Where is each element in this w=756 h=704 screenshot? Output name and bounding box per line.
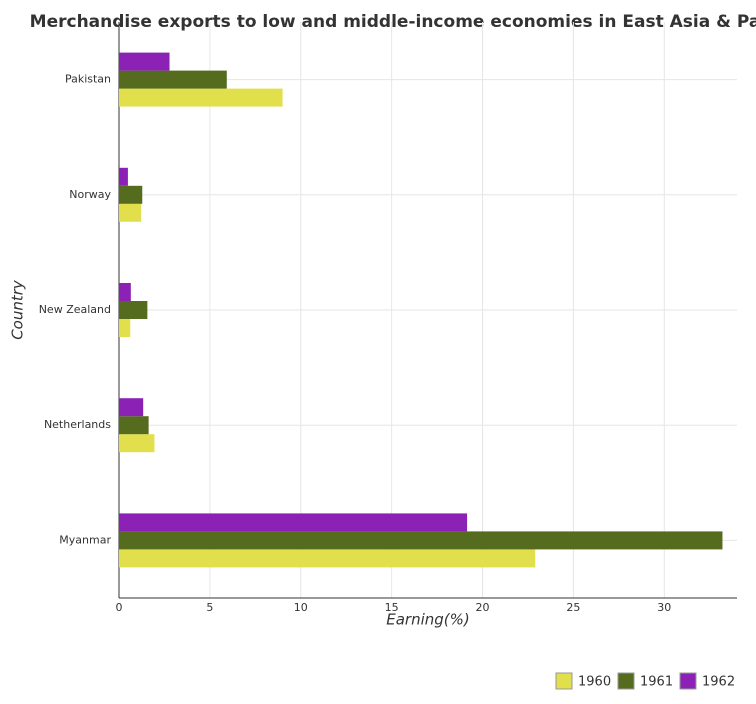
legend-label: 1962 — [702, 675, 735, 690]
x-tick-label: 30 — [657, 601, 671, 614]
y-tick-label: Netherlands — [44, 418, 111, 431]
bar — [119, 301, 148, 319]
x-tick-label: 20 — [476, 601, 490, 614]
y-tick-label: Pakistan — [65, 73, 111, 86]
bar — [119, 531, 723, 550]
y-tick-label: Norway — [69, 188, 111, 201]
bar — [119, 513, 468, 532]
y-axis-label: Country — [9, 279, 27, 340]
bar — [119, 167, 128, 186]
y-tick-label: Myanmar — [59, 533, 111, 546]
legend-swatch — [617, 672, 635, 690]
x-tick-label: 25 — [566, 601, 580, 614]
bar — [119, 185, 143, 204]
chart-title: Merchandise exports to low and middle-in… — [30, 12, 756, 32]
x-axis-label: Earning(%) — [386, 611, 470, 629]
x-tick-label: 15 — [385, 601, 399, 614]
x-tick-label: 10 — [294, 601, 308, 614]
bar — [119, 398, 144, 417]
bar — [119, 283, 131, 301]
bar — [119, 203, 142, 222]
x-tick-label: 5 — [206, 601, 213, 614]
legend-swatch — [555, 672, 573, 690]
y-tick-label: New Zealand — [39, 303, 111, 316]
bar — [119, 549, 536, 568]
bar — [119, 434, 155, 453]
bar — [119, 70, 227, 89]
bar — [119, 52, 170, 71]
bar — [119, 416, 149, 435]
legend-label: 1960 — [578, 675, 611, 690]
x-tick-label: 0 — [116, 601, 123, 614]
bar — [119, 88, 283, 107]
legend-swatch — [679, 672, 697, 690]
legend-label: 1961 — [640, 675, 673, 690]
bar — [119, 319, 131, 337]
